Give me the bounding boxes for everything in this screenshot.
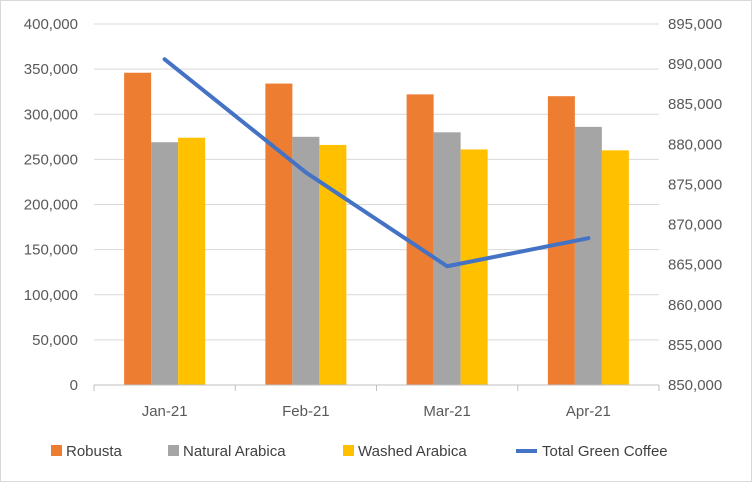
bar-washed-arabica	[601, 150, 629, 385]
bar-natural-arabica	[151, 142, 179, 385]
left-tick-label: 150,000	[24, 242, 78, 259]
legend-label: Natural Arabica	[183, 443, 286, 460]
bar-series	[124, 72, 629, 386]
legend-label: Robusta	[66, 443, 123, 460]
x-tick-label: Feb-21	[282, 403, 330, 420]
right-tick-label: 850,000	[668, 377, 722, 394]
left-tick-label: 350,000	[24, 61, 78, 78]
legend-swatch	[168, 445, 179, 456]
x-axis-ticks: Jan-21 Feb-21 Mar-21 Apr-21	[142, 403, 611, 420]
x-tick-label: Apr-21	[566, 403, 611, 420]
right-tick-label: 860,000	[668, 297, 722, 314]
bar-washed-arabica	[460, 149, 488, 385]
legend-swatch	[343, 445, 354, 456]
right-tick-label: 890,000	[668, 56, 722, 73]
x-tick-label: Jan-21	[142, 403, 188, 420]
left-tick-label: 50,000	[32, 332, 78, 349]
legend-label: Total Green Coffee	[542, 443, 668, 460]
legend-label: Washed Arabica	[358, 443, 467, 460]
legend-swatch	[51, 445, 62, 456]
x-tick-label: Mar-21	[423, 403, 471, 420]
bar-washed-arabica	[178, 137, 206, 385]
line-series	[162, 57, 591, 269]
bar-natural-arabica	[574, 126, 602, 385]
left-tick-label: 400,000	[24, 16, 78, 33]
bar-robusta	[406, 94, 434, 386]
right-tick-label: 855,000	[668, 337, 722, 354]
bar-robusta	[265, 83, 293, 385]
legend: Robusta Natural Arabica Washed Arabica Tota…	[51, 443, 668, 460]
bar-robusta	[124, 72, 152, 386]
right-tick-label: 870,000	[668, 217, 722, 234]
right-tick-label: 880,000	[668, 136, 722, 153]
right-tick-label: 875,000	[668, 176, 722, 193]
right-tick-label: 895,000	[668, 16, 722, 33]
bar-washed-arabica	[319, 144, 347, 385]
left-tick-label: 250,000	[24, 151, 78, 168]
axes	[93, 384, 660, 391]
left-axis-ticks: 0 50,000 100,000 150,000 200,000 250,000 300,0…	[24, 16, 78, 394]
left-tick-label: 0	[70, 377, 78, 394]
left-tick-label: 300,000	[24, 106, 78, 123]
right-tick-label: 885,000	[668, 96, 722, 113]
right-axis-ticks: 850,000 855,000 860,000 865,000 870,000 875,0…	[668, 16, 722, 394]
line-total-green-coffee	[162, 57, 591, 269]
right-tick-label: 865,000	[668, 257, 722, 274]
left-tick-label: 200,000	[24, 197, 78, 214]
left-tick-label: 100,000	[24, 287, 78, 304]
